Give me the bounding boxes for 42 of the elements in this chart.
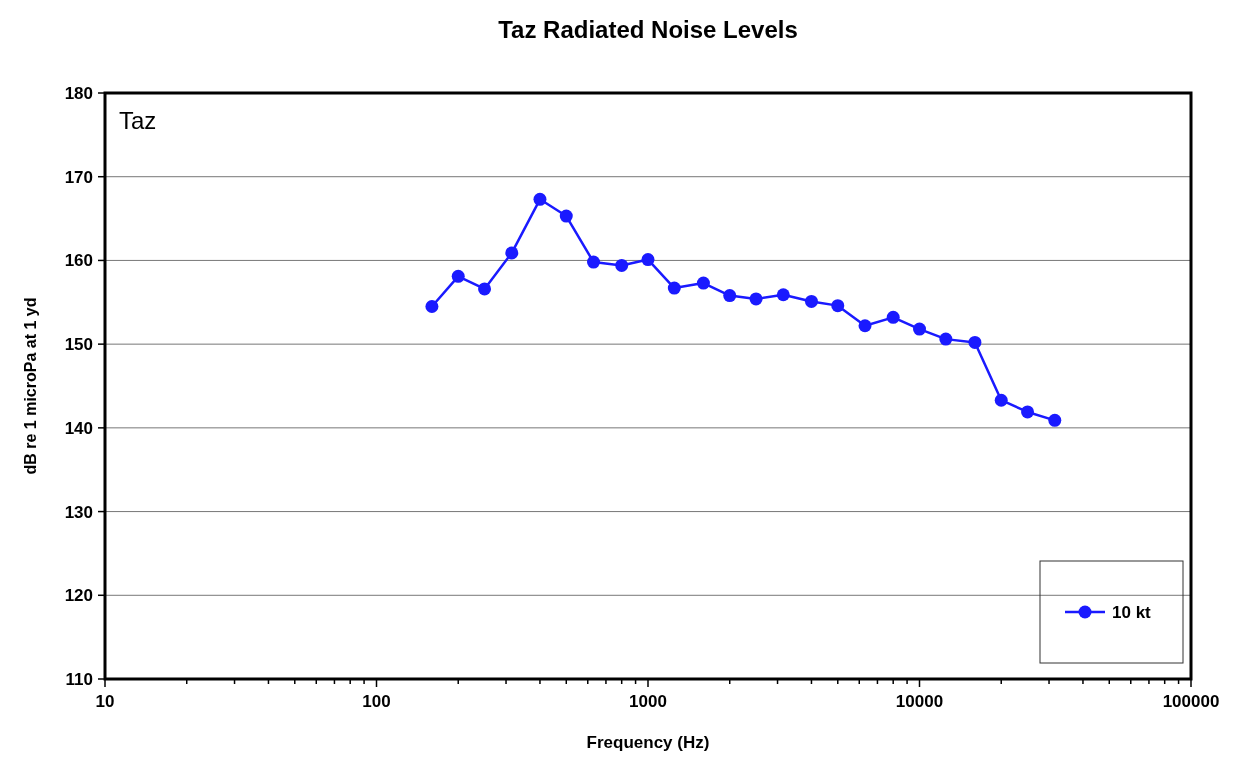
point [533, 192, 547, 206]
point [425, 299, 439, 313]
point [723, 289, 737, 303]
y-tick-label: 160 [64, 251, 93, 271]
x-tick-label: 10000 [895, 692, 944, 711]
point [1021, 405, 1035, 419]
y-tick-label: 130 [64, 502, 93, 522]
point [505, 246, 519, 260]
point [1048, 413, 1062, 427]
point [667, 281, 681, 295]
point [858, 319, 872, 333]
y-tick-label: 180 [64, 84, 93, 103]
y-axis-title: dB re 1 microPa at 1 yd [22, 297, 39, 475]
point [641, 253, 655, 267]
point [804, 294, 818, 308]
point [994, 393, 1008, 407]
y-tick-label: 110 [65, 670, 93, 689]
y-tick-label: 150 [64, 335, 93, 355]
point [478, 282, 492, 296]
chart-title: Taz Radiated Noise Levels [498, 16, 798, 43]
legend-label: 10 kt [1112, 603, 1152, 622]
point [451, 269, 465, 283]
point [968, 335, 982, 349]
y-tick-label: 120 [64, 586, 93, 606]
x-tick-label: 1000 [629, 692, 667, 711]
annotation: Taz [119, 107, 157, 134]
point [559, 209, 573, 223]
x-tick-label: 10 [95, 692, 115, 711]
y-tick-label: 140 [64, 418, 93, 438]
y-tick-label: 170 [64, 167, 93, 187]
point [831, 299, 845, 313]
point [776, 288, 790, 302]
x-tick-label: 100000 [1162, 692, 1220, 711]
point [587, 255, 601, 269]
point [749, 292, 763, 306]
point [939, 332, 953, 346]
point [913, 322, 926, 336]
point [696, 276, 710, 290]
x-tick-label: 100 [362, 692, 391, 711]
point [886, 310, 900, 324]
point [615, 258, 629, 272]
x-axis-title: Frequency (Hz) [586, 733, 710, 752]
